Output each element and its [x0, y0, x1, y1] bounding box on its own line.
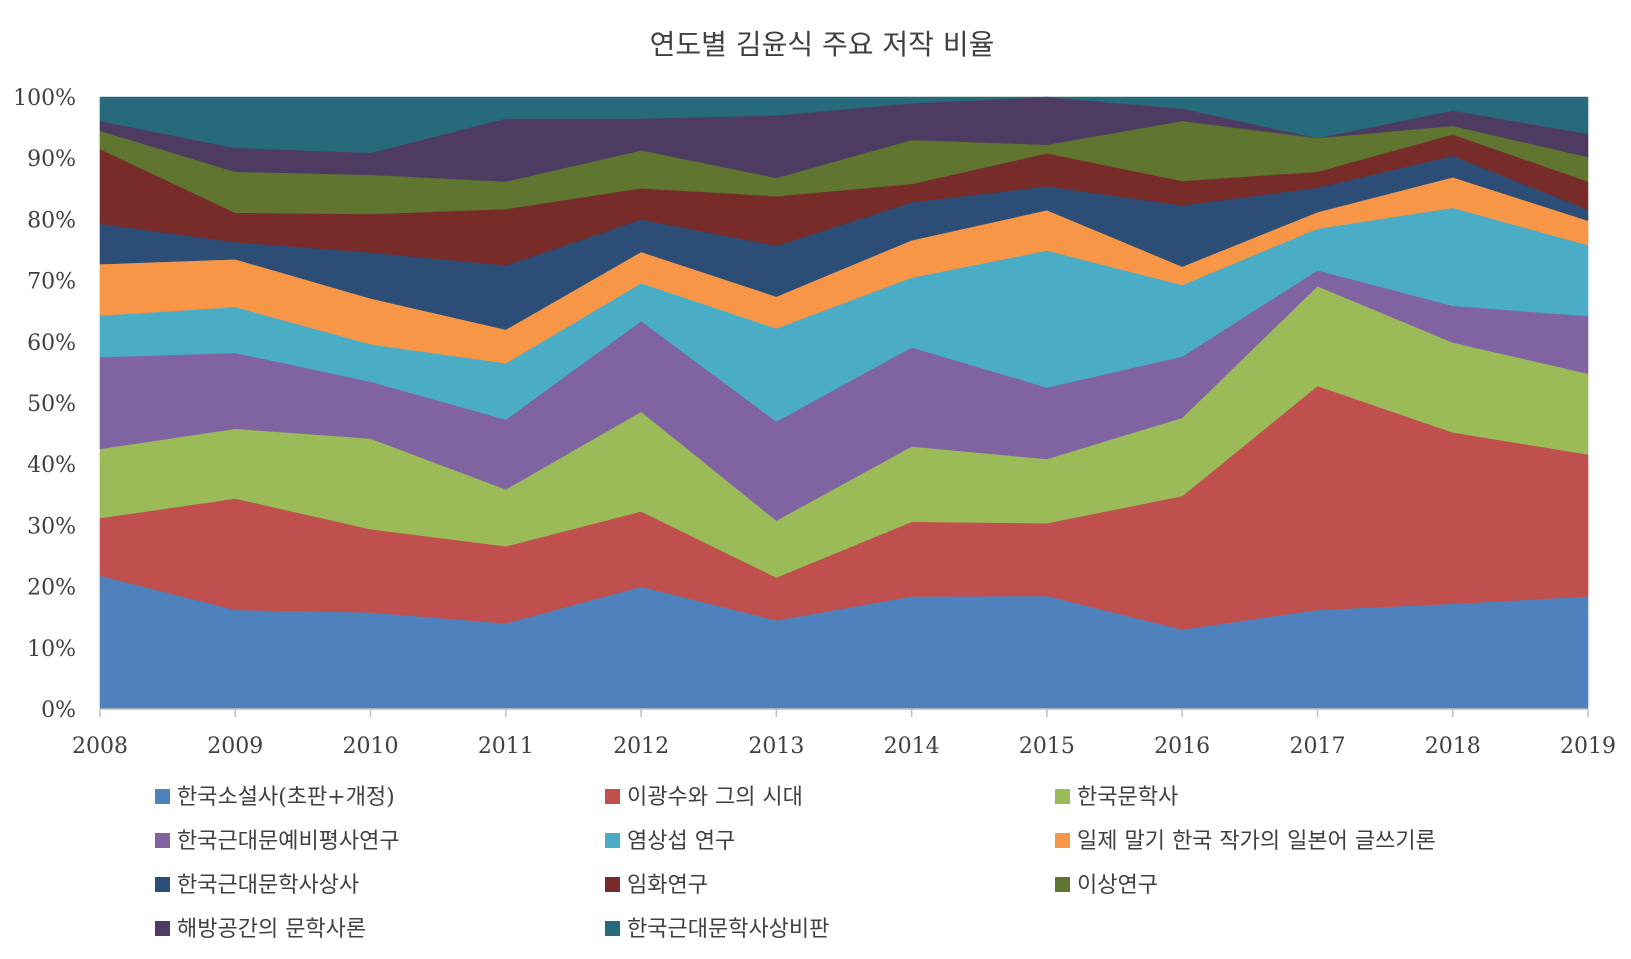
legend-swatch	[1055, 789, 1070, 804]
y-tick-label: 70%	[27, 270, 76, 295]
legend-swatch	[605, 877, 620, 892]
legend-label: 이광수와 그의 시대	[627, 785, 803, 810]
legend-label: 한국근대문학사상비판	[627, 917, 829, 942]
stacked-areas	[99, 96, 1589, 710]
y-tick-label: 90%	[27, 147, 76, 172]
x-tick-label: 2011	[478, 734, 534, 759]
legend-swatch	[155, 833, 170, 848]
y-tick-label: 10%	[27, 637, 76, 662]
legend-label: 한국근대문예비평사연구	[177, 829, 400, 854]
x-tick-label: 2012	[613, 734, 669, 759]
x-tick-label: 2017	[1289, 734, 1345, 759]
legend-label: 해방공간의 문학사론	[177, 917, 366, 942]
axes: 0% 10% 20% 30% 40% 50% 60% 70% 80% 90% 100% 2008 200…	[13, 86, 1616, 759]
x-tick-label: 2013	[748, 734, 804, 759]
legend-label: 임화연구	[627, 873, 708, 898]
y-tick-label: 50%	[27, 392, 76, 417]
y-tick-label: 0%	[41, 698, 76, 723]
y-tick-label: 80%	[27, 208, 76, 233]
legend-label: 이상연구	[1077, 873, 1158, 898]
x-tick-label: 2016	[1154, 734, 1210, 759]
legend-swatch	[605, 789, 620, 804]
x-tick-label: 2014	[884, 734, 940, 759]
chart-title: 연도별 김윤식 주요 저작 비율	[650, 28, 995, 61]
legend-swatch	[155, 877, 170, 892]
legend-swatch	[155, 789, 170, 804]
y-tick-label: 40%	[27, 453, 76, 478]
legend-label: 한국소설사(초판+개정)	[177, 785, 395, 810]
legend-label: 한국문학사	[1077, 785, 1178, 810]
area-series-11	[99, 96, 1589, 153]
x-tick-label: 2009	[207, 734, 263, 759]
x-tick-label: 2008	[72, 734, 128, 759]
x-tick-label: 2019	[1560, 734, 1616, 759]
legend-swatch	[605, 833, 620, 848]
x-tick-label: 2015	[1019, 734, 1075, 759]
x-tick-label: 2010	[343, 734, 399, 759]
legend-swatch	[1055, 833, 1070, 848]
y-tick-label: 60%	[27, 331, 76, 356]
y-tick-label: 30%	[27, 514, 76, 539]
legend-swatch	[155, 921, 170, 936]
x-tick-label: 2018	[1425, 734, 1481, 759]
legend-swatch	[1055, 877, 1070, 892]
y-tick-label: 20%	[27, 576, 76, 601]
legend-label: 일제 말기 한국 작가의 일본어 글쓰기론	[1077, 829, 1436, 854]
legend-label: 한국근대문학사상사	[177, 873, 359, 898]
legend-swatch	[605, 921, 620, 936]
y-tick-label: 100%	[13, 86, 76, 111]
legend-label: 염상섭 연구	[627, 829, 735, 854]
